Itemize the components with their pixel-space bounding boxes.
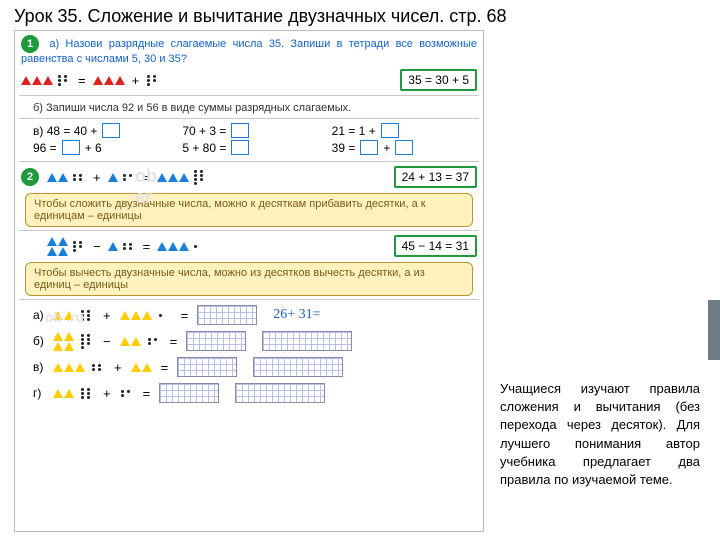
textbook-scan: 1 а) Назови разрядные слагаемые числа 35… xyxy=(14,30,484,532)
sep2 xyxy=(19,118,479,119)
page-title: Урок 35. Сложение и вычитание двузначных… xyxy=(0,0,720,29)
task1-a-text: а) Назови разрядные слагаемые числа 35. … xyxy=(21,38,477,65)
task2-badge: 2 xyxy=(21,168,39,186)
task2-row1: 2 + = 24 + 13 = 37 xyxy=(15,164,483,190)
ex-c: в) + = xyxy=(15,354,483,380)
eq-39: 39 =+ xyxy=(332,140,475,155)
grid-d xyxy=(159,383,219,403)
plus-sign: + xyxy=(129,73,143,88)
grid-b xyxy=(186,331,246,351)
tri-group-30 xyxy=(93,76,125,85)
task1-a-visual: = + 35 = 30 + 5 xyxy=(15,67,483,93)
grid-d-ans xyxy=(235,383,325,403)
rule-sub: Чтобы вычесть двузначные числа, можно из… xyxy=(25,262,473,296)
grid-c xyxy=(177,357,237,377)
task1-a-eqbox: 35 = 30 + 5 xyxy=(400,69,477,91)
ex-b: б) − = xyxy=(15,328,483,354)
ex-d: г) + = xyxy=(15,380,483,406)
sep4 xyxy=(19,230,479,231)
slide-tabmark xyxy=(708,300,720,360)
tri-group-35 xyxy=(21,76,53,85)
task2-row2: − = 45 − 14 = 31 xyxy=(15,233,483,259)
grid-c-ans xyxy=(253,357,343,377)
handwriting-a: 26+ 31= xyxy=(273,307,320,323)
task2-eq1: 24 + 13 = 37 xyxy=(394,166,477,188)
side-paragraph: Учащиеся изучают правила сложения и вычи… xyxy=(500,380,700,489)
page-root: Урок 35. Сложение и вычитание двузначных… xyxy=(0,0,720,540)
eq-sign: = xyxy=(75,73,89,88)
ex-a: а) + = 26+ 31= xyxy=(15,302,483,328)
task1-columns: в) 48 = 40 + 70 + 3 = 21 = 1 + 96 =+ 6 5… xyxy=(15,121,483,159)
dots-5b xyxy=(146,75,160,86)
task1-badge: 1 xyxy=(21,35,39,53)
eq-80: 5 + 80 = xyxy=(182,140,325,155)
sep1 xyxy=(19,95,479,96)
eq-70: 70 + 3 = xyxy=(182,123,325,138)
task1-b-text: б) Запиши числа 92 и 56 в виде суммы раз… xyxy=(15,98,483,116)
eq-21: 21 = 1 + xyxy=(332,123,475,138)
dots-5 xyxy=(57,75,71,86)
sep3 xyxy=(19,161,479,162)
grid-b-ans xyxy=(262,331,352,351)
task2-eq2: 45 − 14 = 31 xyxy=(394,235,477,257)
task1-a: 1 а) Назови разрядные слагаемые числа 35… xyxy=(15,31,483,67)
sep5 xyxy=(19,299,479,300)
rule-add: Чтобы сложить двузначные числа, можно к … xyxy=(25,193,473,227)
eq-96: 96 =+ 6 xyxy=(33,140,176,155)
eq-48: в) 48 = 40 + xyxy=(33,123,176,138)
grid-a xyxy=(197,305,257,325)
